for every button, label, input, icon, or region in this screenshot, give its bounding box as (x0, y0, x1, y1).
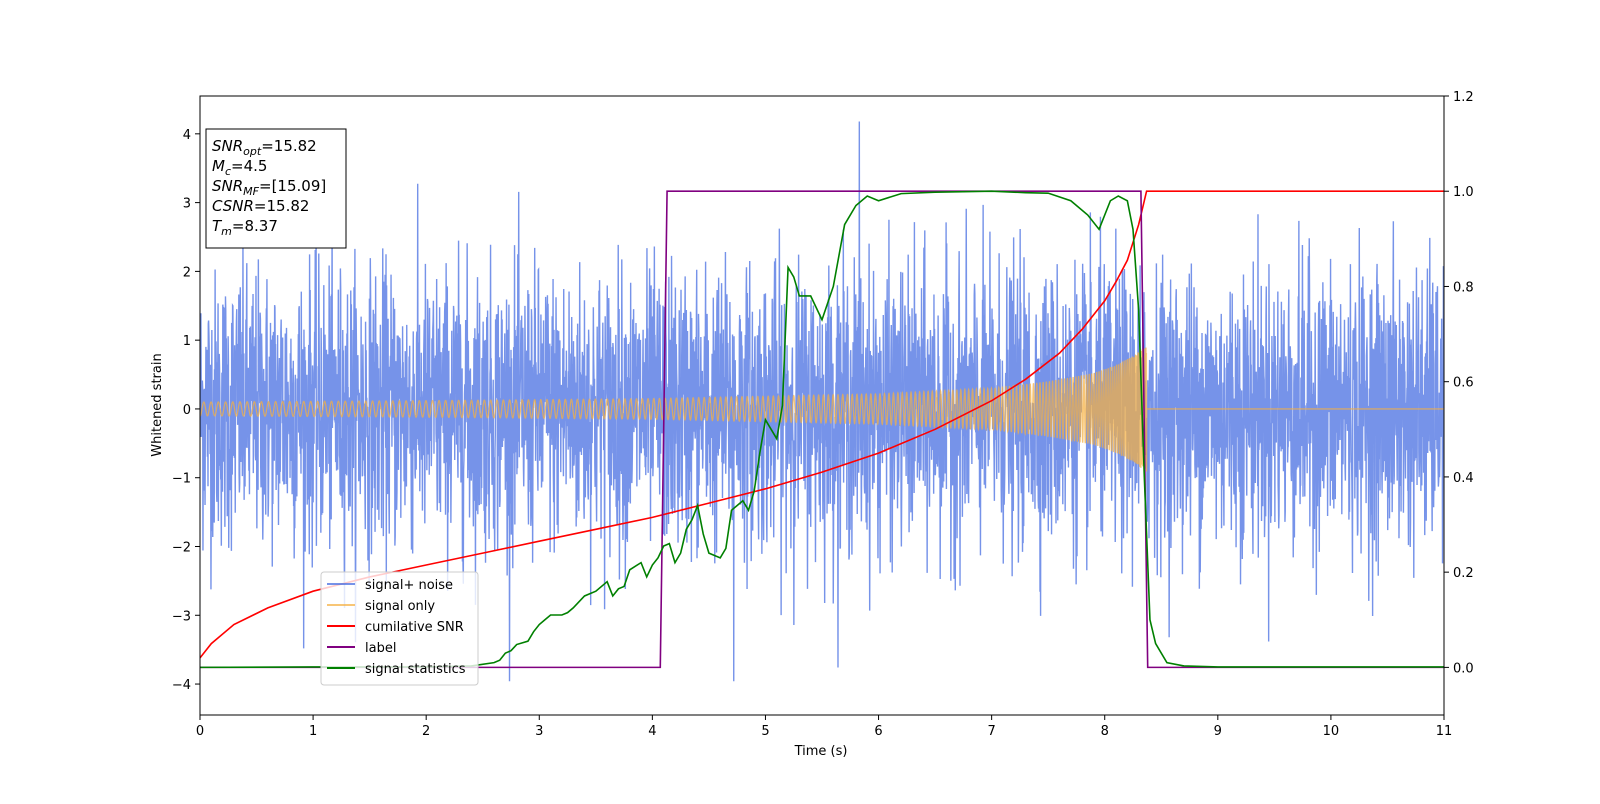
y-left-tick-label: 3 (183, 197, 191, 212)
y-right-tick-label: 1.2 (1453, 90, 1474, 105)
x-tick-label: 9 (1214, 724, 1222, 739)
legend-entry-label: cumilative SNR (365, 620, 464, 635)
y-left-tick-label: −3 (172, 609, 191, 624)
y-left-tick-label: 0 (183, 403, 191, 418)
legend-entry-label: label (365, 641, 396, 656)
x-tick-label: 6 (874, 724, 882, 739)
legend-entry-label: signal only (365, 599, 435, 614)
x-axis: 0 1 2 3 4 5 6 7 8 9 10 11 (196, 715, 1452, 739)
series-line-signal-only (200, 347, 1444, 472)
y-right-tick-label: 0.0 (1453, 661, 1474, 676)
annotation-box: SNRopt=15.82Mc=4.5SNRMF=[15.09]CSNR=15.8… (205, 128, 347, 249)
annotation-subscript: c (225, 165, 231, 178)
x-tick-label: 1 (309, 724, 317, 739)
y-right-tick-label: 0.8 (1453, 280, 1474, 295)
annotation-value: =15.82 (261, 137, 317, 155)
x-tick-label: 4 (648, 724, 656, 739)
annotation-frame (205, 128, 347, 249)
y-right-tick-label: 0.2 (1453, 566, 1474, 581)
annotation-value: =8.37 (232, 217, 278, 235)
annotation-symbol: SNR (212, 177, 243, 195)
annotation-value: =[15.09] (259, 177, 326, 195)
y-left-tick-label: 4 (183, 128, 191, 143)
y-left-tick-label: −4 (172, 678, 191, 693)
x-tick-label: 0 (196, 724, 204, 739)
annotation-line: CSNR=15.82 (212, 197, 309, 215)
annotation-line: Mc=4.5 (212, 157, 267, 178)
annotation-subscript: MF (243, 185, 259, 198)
annotation-subscript: opt (243, 145, 262, 158)
x-tick-label: 8 (1101, 724, 1109, 739)
x-axis-label: Time (s) (794, 744, 848, 759)
annotation-symbol: T (212, 217, 223, 235)
x-tick-label: 5 (761, 724, 769, 739)
series-line-signal-statistics (200, 190, 1444, 669)
annotation-symbol: SNR (212, 137, 243, 155)
annotation-symbol: M (212, 157, 225, 175)
x-tick-label: 11 (1436, 724, 1453, 739)
annotation-subscript: m (221, 225, 232, 238)
annotation-value: =15.82 (254, 197, 310, 215)
x-tick-label: 10 (1323, 724, 1340, 739)
legend-frame (320, 571, 479, 686)
series-line-signal-noise (200, 121, 1444, 682)
y-right-axis: 0.0 0.2 0.4 0.6 0.8 1.0 1.2 (1444, 90, 1474, 676)
legend: signal+ noise signal only cumilative SNR la… (320, 571, 479, 686)
legend-entry-label: signal statistics (365, 662, 466, 677)
annotation-line: SNRMF=[15.09] (212, 177, 326, 198)
x-tick-label: 3 (535, 724, 543, 739)
y-left-axis: −4 −3 −2 −1 0 1 2 3 4 (172, 128, 200, 693)
annotation-symbol: CSNR (212, 197, 254, 215)
y-right-tick-label: 0.4 (1453, 471, 1474, 486)
y-left-tick-label: 1 (183, 334, 191, 349)
y-right-tick-label: 0.6 (1453, 376, 1474, 391)
series-line-label (200, 190, 1444, 669)
plot-frame (199, 95, 1445, 716)
legend-entry-label: signal+ noise (365, 578, 453, 593)
annotation-line: Tm=8.37 (212, 217, 278, 238)
x-tick-label: 7 (987, 724, 995, 739)
annotation-line: SNRopt=15.82 (212, 137, 317, 158)
annotation-value: =4.5 (231, 157, 267, 175)
y-left-tick-label: 2 (183, 265, 191, 280)
y-axis-label: Whitened strain (150, 353, 165, 456)
x-tick-label: 2 (422, 724, 430, 739)
y-left-tick-label: −1 (172, 472, 191, 487)
y-left-tick-label: −2 (172, 540, 191, 555)
y-right-tick-label: 1.0 (1453, 185, 1474, 200)
